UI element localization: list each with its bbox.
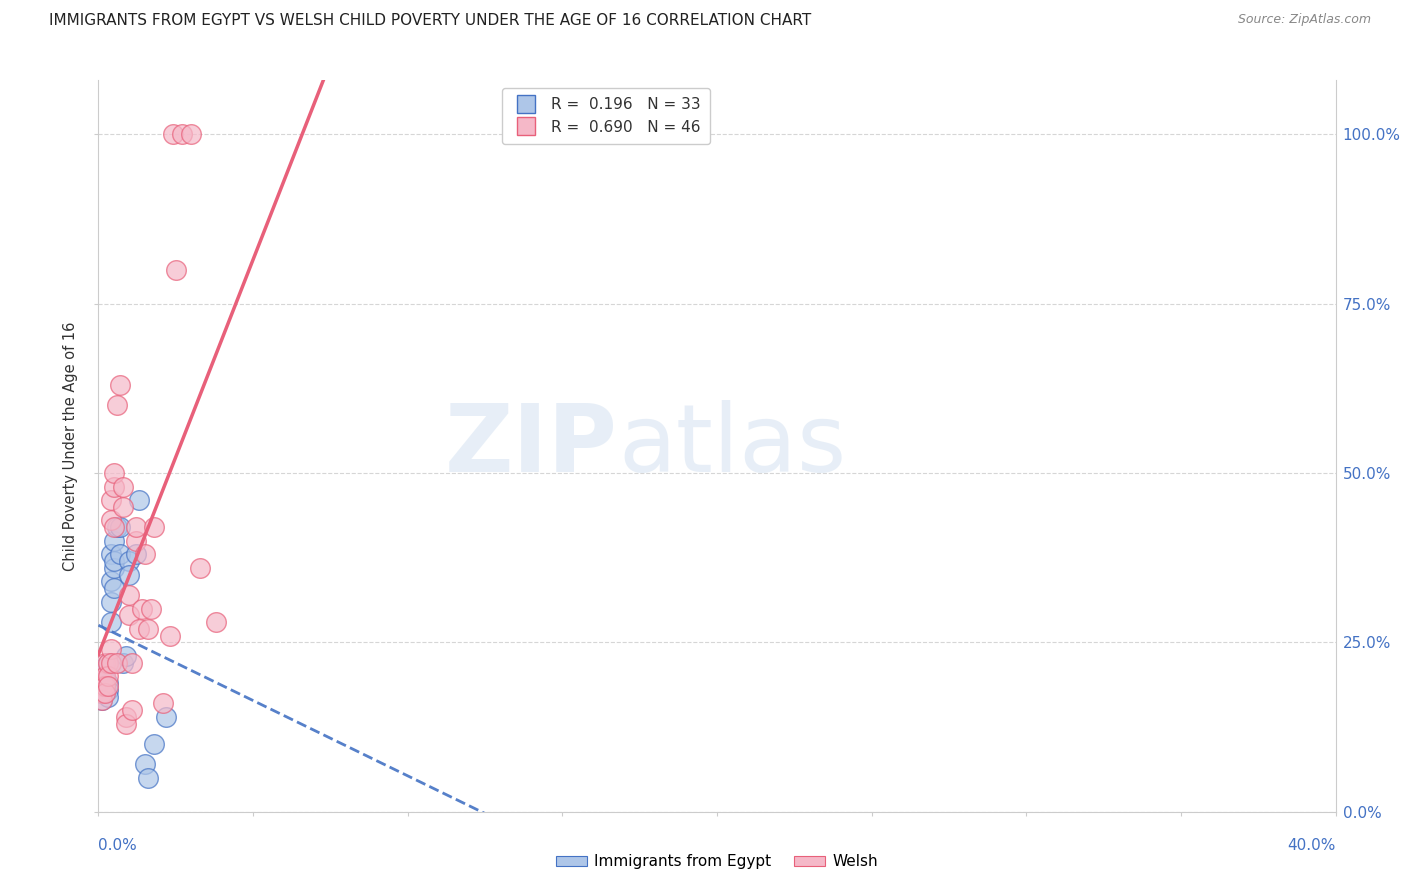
Point — [112, 480, 135, 494]
Text: Source: ZipAtlas.com: Source: ZipAtlas.com — [1237, 13, 1371, 27]
Point — [205, 615, 228, 629]
Point — [90, 693, 112, 707]
Point — [118, 588, 141, 602]
Point — [162, 128, 184, 142]
Point — [155, 710, 177, 724]
Point — [103, 466, 125, 480]
Y-axis label: Child Poverty Under the Age of 16: Child Poverty Under the Age of 16 — [63, 321, 79, 571]
Point — [159, 629, 181, 643]
Point — [93, 669, 115, 683]
Point — [90, 663, 112, 677]
Point — [97, 680, 120, 694]
Point — [112, 500, 135, 514]
Text: ZIP: ZIP — [446, 400, 619, 492]
Point — [103, 480, 125, 494]
Point — [124, 547, 146, 561]
Text: 0.0%: 0.0% — [98, 838, 138, 854]
Point — [112, 656, 135, 670]
Point — [128, 493, 150, 508]
Point — [93, 656, 115, 670]
Point — [108, 520, 131, 534]
Point — [103, 520, 125, 534]
Point — [136, 771, 159, 785]
Point — [105, 520, 128, 534]
Text: atlas: atlas — [619, 400, 846, 492]
Point — [100, 595, 122, 609]
Point — [190, 561, 212, 575]
Point — [103, 533, 125, 548]
Point — [93, 686, 115, 700]
Text: 40.0%: 40.0% — [1288, 838, 1336, 854]
Point — [108, 378, 131, 392]
Point — [124, 533, 146, 548]
Point — [115, 648, 138, 663]
Point — [124, 520, 146, 534]
Point — [97, 656, 120, 670]
Point — [100, 514, 122, 528]
Point — [90, 693, 112, 707]
Point — [105, 398, 128, 412]
Point — [118, 554, 141, 568]
Legend: Immigrants from Egypt, Welsh: Immigrants from Egypt, Welsh — [550, 848, 884, 875]
Point — [115, 716, 138, 731]
Point — [103, 554, 125, 568]
Point — [100, 547, 122, 561]
Point — [108, 547, 131, 561]
Point — [152, 697, 174, 711]
Point — [93, 686, 115, 700]
Point — [93, 680, 115, 694]
Point — [100, 656, 122, 670]
Point — [100, 493, 122, 508]
Point — [134, 757, 156, 772]
Point — [90, 676, 112, 690]
Point — [90, 673, 112, 687]
Point — [97, 656, 120, 670]
Point — [97, 669, 120, 683]
Point — [90, 686, 112, 700]
Point — [131, 601, 153, 615]
Point — [128, 622, 150, 636]
Legend: R =  0.196   N = 33, R =  0.690   N = 46: R = 0.196 N = 33, R = 0.690 N = 46 — [502, 88, 710, 144]
Point — [115, 710, 138, 724]
Point — [121, 703, 143, 717]
Point — [118, 608, 141, 623]
Point — [89, 686, 111, 700]
Point — [100, 574, 122, 589]
Point — [97, 676, 120, 690]
Point — [100, 615, 122, 629]
Point — [121, 656, 143, 670]
Point — [97, 682, 120, 697]
Point — [93, 673, 115, 687]
Text: IMMIGRANTS FROM EGYPT VS WELSH CHILD POVERTY UNDER THE AGE OF 16 CORRELATION CHA: IMMIGRANTS FROM EGYPT VS WELSH CHILD POV… — [49, 13, 811, 29]
Point — [136, 622, 159, 636]
Point — [143, 737, 166, 751]
Point — [103, 561, 125, 575]
Point — [134, 547, 156, 561]
Point — [90, 680, 112, 694]
Point — [170, 128, 193, 142]
Point — [139, 601, 162, 615]
Point — [103, 581, 125, 595]
Point — [97, 690, 120, 704]
Point — [100, 642, 122, 657]
Point — [180, 128, 202, 142]
Point — [143, 520, 166, 534]
Point — [165, 263, 187, 277]
Point — [93, 669, 115, 683]
Point — [93, 680, 115, 694]
Point — [118, 567, 141, 582]
Point — [105, 656, 128, 670]
